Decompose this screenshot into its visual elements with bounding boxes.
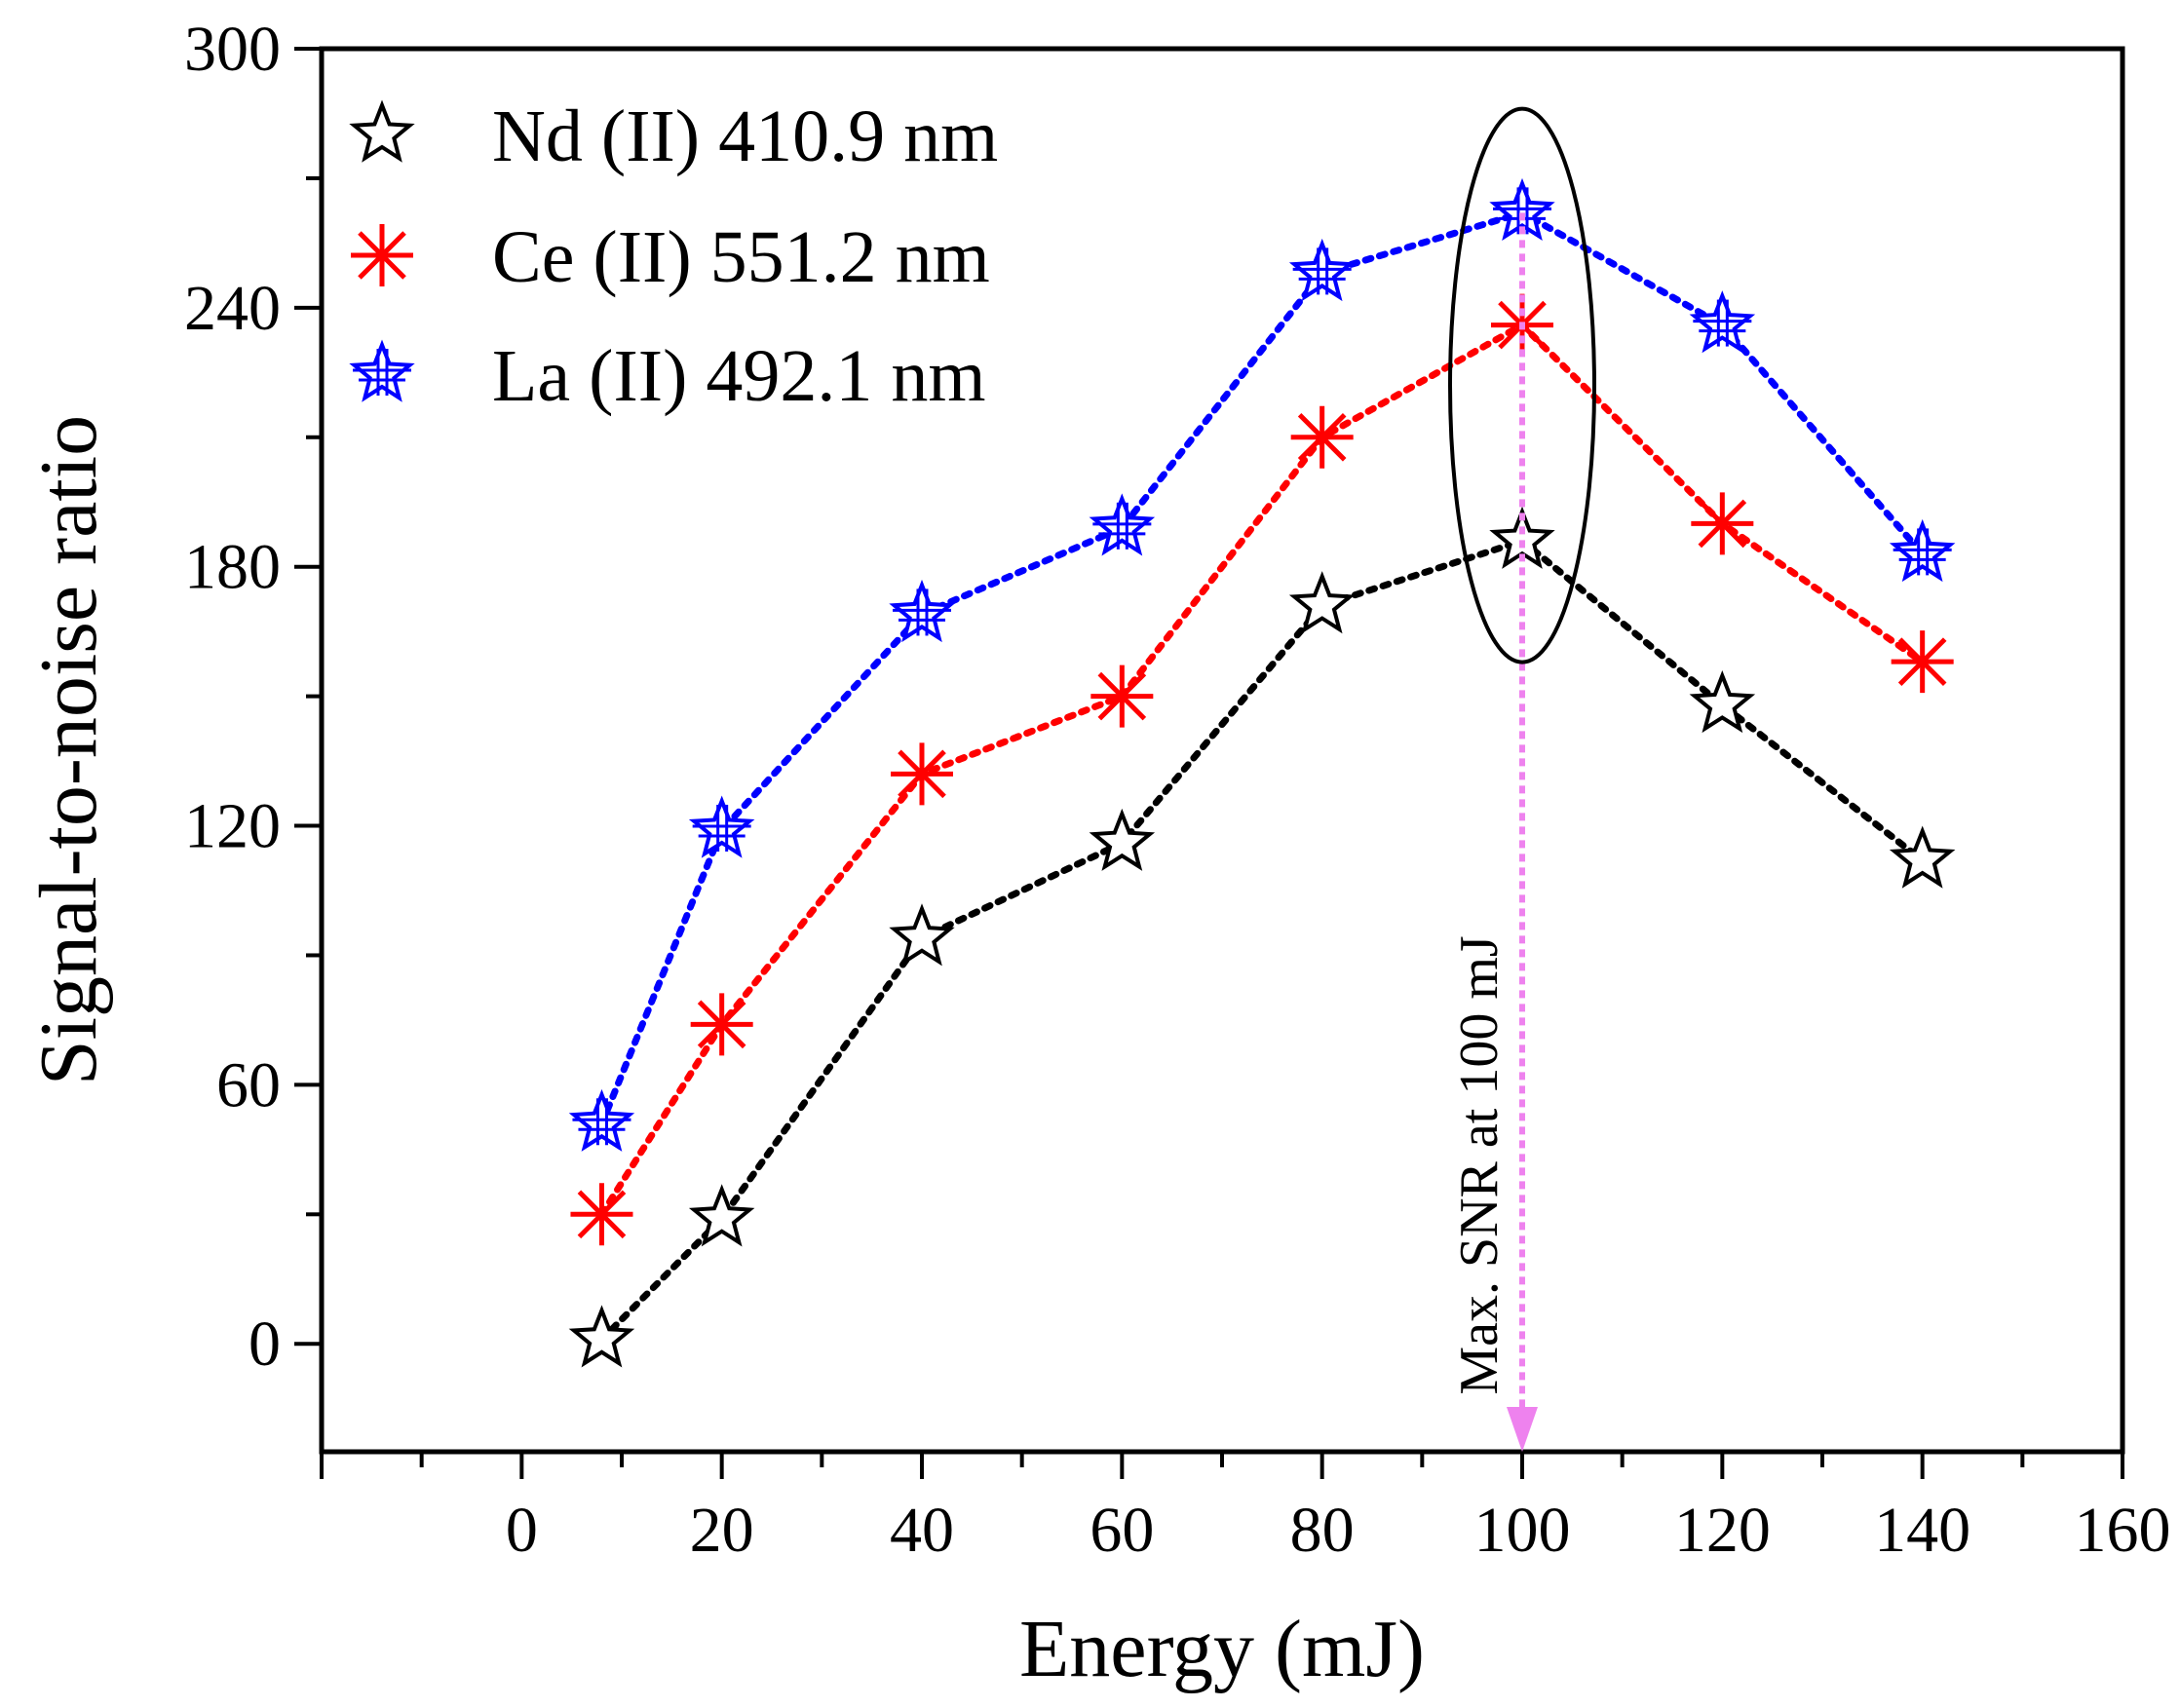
data-point-2-2	[889, 579, 955, 643]
y-axis-ticks: 0 60 120 180 240 300	[184, 14, 322, 1380]
legend: Nd (II) 410.9 nm Ce (II) 551.2 nm La (II) …	[349, 95, 998, 417]
series-line-0	[598, 537, 1927, 1344]
data-point-0-6	[1689, 670, 1756, 734]
legend-label-0: Nd (II) 410.9 nm	[492, 95, 998, 177]
x-tick-label: 60	[1090, 1495, 1154, 1566]
x-tick-label: 0	[506, 1495, 538, 1566]
x-tick-label: 140	[1874, 1495, 1970, 1566]
data-point-1-6	[1691, 492, 1754, 555]
legend-marker-2	[349, 339, 415, 402]
y-tick-label: 180	[184, 532, 281, 603]
data-point-0-4	[1288, 571, 1356, 634]
annotation-ellipse	[1448, 106, 1596, 664]
y-tick-label: 300	[184, 14, 281, 85]
y-tick-label: 0	[249, 1309, 281, 1380]
x-tick-label: 160	[2075, 1495, 2171, 1566]
data-point-2-7	[1889, 518, 1956, 583]
y-tick-label: 240	[184, 273, 281, 344]
x-tick-label: 120	[1674, 1495, 1771, 1566]
annotation-arrow-head	[1507, 1407, 1538, 1452]
data-point-1-2	[891, 742, 953, 806]
x-tick-label: 80	[1290, 1495, 1355, 1566]
y-axis-title: Signal-to-noise ratio	[23, 415, 114, 1085]
data-point-1-3	[1090, 664, 1154, 728]
data-point-0-2	[889, 903, 955, 967]
data-point-1-0	[570, 1183, 633, 1246]
x-axis-title: Energy (mJ)	[1019, 1604, 1425, 1694]
legend-marker-0	[349, 99, 415, 163]
series-line-1	[598, 321, 1927, 1218]
x-tick-label: 20	[690, 1495, 754, 1566]
legend-marker-1	[351, 224, 413, 286]
annotation-label: Max. SNR at 100 mJ	[1449, 935, 1510, 1394]
legend-label-2: La (II) 492.1 nm	[492, 335, 986, 417]
x-tick-label: 40	[890, 1495, 954, 1566]
data-point-2-6	[1689, 290, 1756, 354]
data-point-2-0	[568, 1088, 635, 1152]
data-point-1-1	[690, 993, 753, 1056]
x-axis-ticks: 0 20 40 60 80 100 120 140 160	[320, 1452, 2171, 1566]
data-point-0-7	[1889, 825, 1956, 889]
y-tick-label: 120	[184, 791, 281, 862]
data-point-0-5	[1489, 506, 1555, 569]
data-point-1-4	[1290, 405, 1354, 469]
series-layer	[568, 177, 1956, 1368]
data-point-2-4	[1288, 238, 1356, 302]
data-point-0-3	[1089, 808, 1156, 871]
x-tick-label: 100	[1474, 1495, 1571, 1566]
data-point-1-7	[1891, 630, 1954, 694]
data-point-2-1	[688, 795, 755, 858]
data-point-0-0	[568, 1305, 635, 1368]
data-point-2-3	[1089, 493, 1156, 556]
annotation-layer: Max. SNR at 100 mJ	[1448, 106, 1596, 1452]
data-point-0-1	[688, 1184, 755, 1247]
legend-label-1: Ce (II) 551.2 nm	[492, 216, 990, 298]
y-tick-label: 60	[216, 1049, 281, 1120]
series-line-2	[598, 209, 1927, 1127]
